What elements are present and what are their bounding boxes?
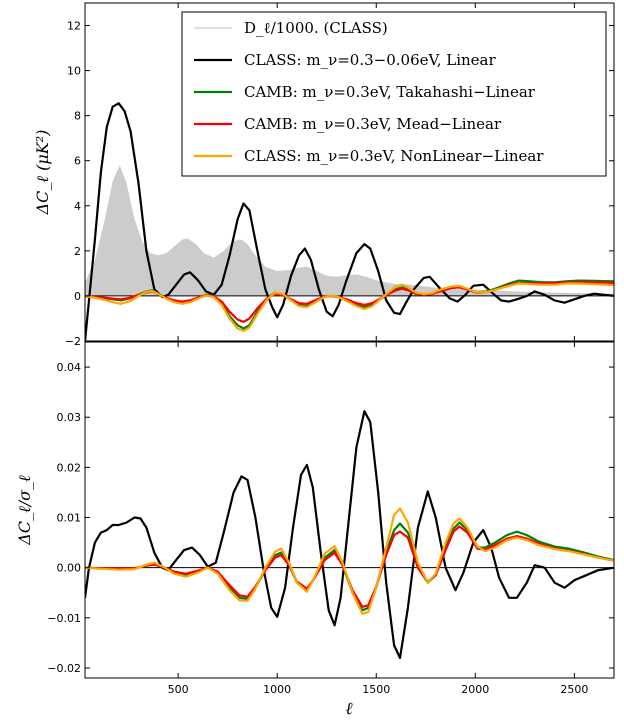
bottom-ytick-label: −0.02 [47, 662, 81, 675]
legend-label-class_nonlinear: CLASS: m_ν=0.3eV, NonLinear−Linear [244, 147, 544, 165]
top-plot-area [85, 102, 614, 341]
top-ytick-label: 4 [74, 200, 81, 213]
bottom-ytick-label: −0.01 [47, 612, 81, 625]
bottom-xtick-label: 2000 [461, 683, 489, 696]
legend-label-class_linear: CLASS: m_ν=0.3−0.06eV, Linear [244, 51, 496, 69]
top-panel: −2 0 2 4 6 8 10 12 [65, 2, 615, 348]
bottom-xtick-label: 1000 [263, 683, 291, 696]
bottom-xtick-label: 500 [168, 683, 189, 696]
top-ytick-label: −2 [65, 335, 81, 348]
top-axes-frame [84, 2, 615, 342]
top-series-class_nonlinear [85, 282, 614, 332]
bottom-y-axis-label: ΔC_ℓ/σ_ℓ [15, 475, 34, 546]
legend-frame [181, 11, 607, 177]
bottom-series-class_linear [85, 410, 614, 660]
bottom-ytick-label: 0.00 [57, 562, 82, 575]
top-ytick-label: 8 [74, 110, 81, 123]
bottom-ytick-label: 0.02 [57, 461, 82, 474]
bottom-series-class_nonlinear [85, 507, 614, 615]
legend-label-camb_takahashi: CAMB: m_ν=0.3eV, Takahashi−Linear [244, 83, 536, 101]
top-ytick-label: 2 [74, 245, 81, 258]
bottom-panel: −0.02 −0.01 0.00 0.01 0.02 0.03 0.04 500 1000 150… [47, 341, 615, 696]
legend-label-camb_mead: CAMB: m_ν=0.3eV, Mead−Linear [244, 115, 502, 133]
top-series-cl_class [85, 165, 614, 296]
bottom-ytick-label: 0.04 [57, 361, 82, 374]
bottom-axes-frame [84, 341, 615, 679]
bottom-plot-area [85, 410, 614, 660]
legend-label-cl_class: D_ℓ/1000. (CLASS) [244, 19, 388, 37]
bottom-xtick-label: 2500 [560, 683, 588, 696]
bottom-xtick-label: 1500 [362, 683, 390, 696]
top-y-axis-label: ΔC_ℓ (μK²) [33, 130, 52, 216]
bottom-ytick-label: 0.03 [57, 411, 82, 424]
bottom-ytick-label: 0.01 [57, 512, 82, 525]
top-ytick-label: 12 [67, 20, 81, 33]
top-ytick-label: 10 [67, 65, 81, 78]
top-ytick-label: 0 [74, 290, 81, 303]
x-axis-label: ℓ [345, 699, 352, 719]
legend: D_ℓ/1000. (CLASS) CLASS: m_ν=0.3−0.06eV, … [181, 11, 607, 177]
top-ytick-label: 6 [74, 155, 81, 168]
